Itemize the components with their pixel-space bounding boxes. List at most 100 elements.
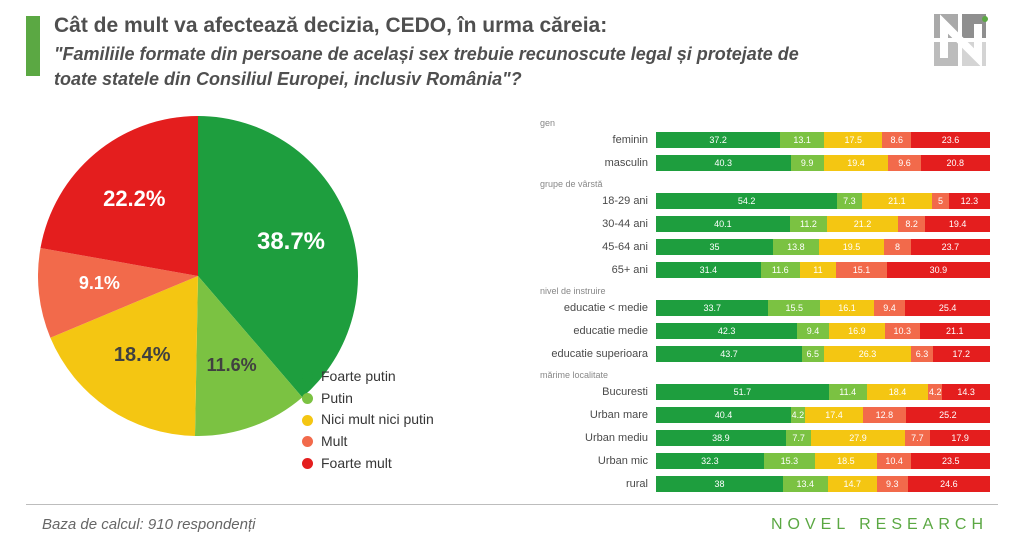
- bar-seg-foarte_putin: 31.4: [656, 262, 761, 278]
- bar-seg-foarte_mult: 25.2: [906, 407, 990, 423]
- bar-category: Urban mic: [540, 455, 656, 467]
- bar-seg-foarte_mult: 14.3: [942, 384, 990, 400]
- bar-track: 40.39.919.49.620.8: [656, 155, 990, 171]
- bar-seg-nici: 14.7: [828, 476, 877, 492]
- bar-seg-mult: 4.2: [928, 384, 942, 400]
- bar-row: Urban mediu38.97.727.97.717.9: [540, 428, 990, 448]
- bar-seg-putin: 7.7: [786, 430, 812, 446]
- bar-seg-foarte_putin: 42.3: [656, 323, 797, 339]
- bar-seg-nici: 11: [800, 262, 837, 278]
- bar-track: 40.44.217.412.825.2: [656, 407, 990, 423]
- legend: Foarte putinPutinNici mult nici putinMul…: [302, 366, 434, 474]
- bar-seg-nici: 17.4: [805, 407, 863, 423]
- bar-seg-mult: 10.3: [885, 323, 919, 339]
- bar-row: 45-64 ani3513.819.5823.7: [540, 237, 990, 257]
- bar-seg-foarte_mult: 23.6: [911, 132, 990, 148]
- legend-dot: [302, 458, 313, 469]
- logo-n: [934, 14, 988, 68]
- bar-seg-foarte_putin: 35: [656, 239, 773, 255]
- bar-category: rural: [540, 478, 656, 490]
- bar-row: feminin37.213.117.58.623.6: [540, 130, 990, 150]
- bar-track: 33.715.516.19.425.4: [656, 300, 990, 316]
- bar-track: 37.213.117.58.623.6: [656, 132, 990, 148]
- bar-seg-nici: 19.4: [824, 155, 889, 171]
- bar-seg-foarte_putin: 38.9: [656, 430, 786, 446]
- legend-item-nici: Nici mult nici putin: [302, 409, 434, 431]
- bar-seg-putin: 7.3: [837, 193, 861, 209]
- bar-category: 30-44 ani: [540, 218, 656, 230]
- bar-track: 31.411.61115.130.9: [656, 262, 990, 278]
- legend-dot: [302, 436, 313, 447]
- bar-category: 65+ ani: [540, 264, 656, 276]
- logo-dot: [982, 16, 988, 22]
- bar-seg-putin: 11.6: [761, 262, 800, 278]
- bar-seg-putin: 11.4: [829, 384, 867, 400]
- bar-seg-nici: 18.5: [815, 453, 877, 469]
- bar-seg-mult: 8.6: [882, 132, 911, 148]
- bar-row: educatie medie42.39.416.910.321.1: [540, 321, 990, 341]
- logo-icon: [934, 14, 988, 68]
- bar-seg-foarte_putin: 32.3: [656, 453, 764, 469]
- legend-label: Nici mult nici putin: [321, 409, 434, 431]
- bar-seg-foarte_putin: 40.4: [656, 407, 791, 423]
- bar-seg-mult: 12.8: [863, 407, 906, 423]
- breakdown-bars: genfeminin37.213.117.58.623.6masculin40.…: [540, 112, 990, 497]
- bar-track: 3513.819.5823.7: [656, 239, 990, 255]
- bar-seg-putin: 13.1: [780, 132, 824, 148]
- bar-seg-foarte_mult: 17.2: [933, 346, 990, 362]
- bar-seg-foarte_putin: 37.2: [656, 132, 780, 148]
- bar-seg-foarte_mult: 12.3: [949, 193, 990, 209]
- group-label: nivel de instruire: [540, 286, 990, 296]
- bar-row: Urban mic32.315.318.510.423.5: [540, 451, 990, 471]
- bar-category: educatie medie: [540, 325, 656, 337]
- page-root: Cât de mult va afectează decizia, CEDO, …: [0, 0, 1024, 552]
- bar-category: 18-29 ani: [540, 195, 656, 207]
- bar-track: 54.27.321.1512.3: [656, 193, 990, 209]
- bar-row: 65+ ani31.411.61115.130.9: [540, 260, 990, 280]
- bar-row: educatie superioara43.76.526.36.317.2: [540, 344, 990, 364]
- bar-row: 30-44 ani40.111.221.28.219.4: [540, 214, 990, 234]
- group-label: gen: [540, 118, 990, 128]
- bar-seg-mult: 9.6: [888, 155, 920, 171]
- legend-dot: [302, 415, 313, 426]
- bar-category: masculin: [540, 157, 656, 169]
- footnote: Baza de calcul: 910 respondenți: [42, 516, 255, 533]
- bar-seg-mult: 8.2: [898, 216, 925, 232]
- legend-dot: [302, 393, 313, 404]
- title-block: Cât de mult va afectează decizia, CEDO, …: [54, 12, 814, 91]
- bar-row: masculin40.39.919.49.620.8: [540, 153, 990, 173]
- bar-seg-foarte_putin: 54.2: [656, 193, 837, 209]
- bar-seg-mult: 6.3: [911, 346, 932, 362]
- bar-seg-foarte_putin: 38: [656, 476, 783, 492]
- bar-category: educatie superioara: [540, 348, 656, 360]
- bar-seg-nici: 18.4: [867, 384, 928, 400]
- bar-seg-foarte_putin: 51.7: [656, 384, 829, 400]
- bar-seg-mult: 7.7: [905, 430, 931, 446]
- bar-seg-nici: 17.5: [824, 132, 882, 148]
- bar-seg-foarte_putin: 40.3: [656, 155, 791, 171]
- bar-track: 43.76.526.36.317.2: [656, 346, 990, 362]
- bar-seg-mult: 15.1: [836, 262, 886, 278]
- bar-seg-foarte_putin: 33.7: [656, 300, 768, 316]
- legend-label: Foarte mult: [321, 453, 392, 475]
- bar-seg-foarte_mult: 23.7: [911, 239, 990, 255]
- bar-track: 40.111.221.28.219.4: [656, 216, 990, 232]
- legend-item-putin: Putin: [302, 388, 434, 410]
- legend-item-foarte_mult: Foarte mult: [302, 453, 434, 475]
- bar-seg-nici: 21.1: [862, 193, 933, 209]
- legend-label: Mult: [321, 431, 347, 453]
- bar-category: feminin: [540, 134, 656, 146]
- bar-seg-putin: 6.5: [802, 346, 824, 362]
- accent-bar: [26, 16, 40, 76]
- bar-seg-nici: 19.5: [819, 239, 884, 255]
- bar-seg-nici: 21.2: [827, 216, 898, 232]
- bar-seg-putin: 11.2: [790, 216, 827, 232]
- bar-seg-nici: 27.9: [811, 430, 904, 446]
- bar-seg-putin: 13.8: [773, 239, 819, 255]
- bar-seg-foarte_putin: 43.7: [656, 346, 802, 362]
- footer-rule: [26, 504, 998, 505]
- brand-text: NOVEL RESEARCH: [771, 516, 988, 534]
- legend-label: Foarte putin: [321, 366, 396, 388]
- bar-seg-foarte_mult: 19.4: [925, 216, 990, 232]
- bar-seg-putin: 9.9: [791, 155, 824, 171]
